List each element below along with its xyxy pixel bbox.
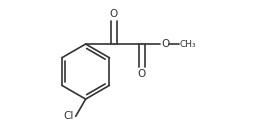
Text: CH₃: CH₃ xyxy=(180,40,196,48)
Text: Cl: Cl xyxy=(64,111,74,121)
Text: O: O xyxy=(110,9,118,19)
Text: O: O xyxy=(138,69,146,79)
Text: O: O xyxy=(161,39,169,49)
